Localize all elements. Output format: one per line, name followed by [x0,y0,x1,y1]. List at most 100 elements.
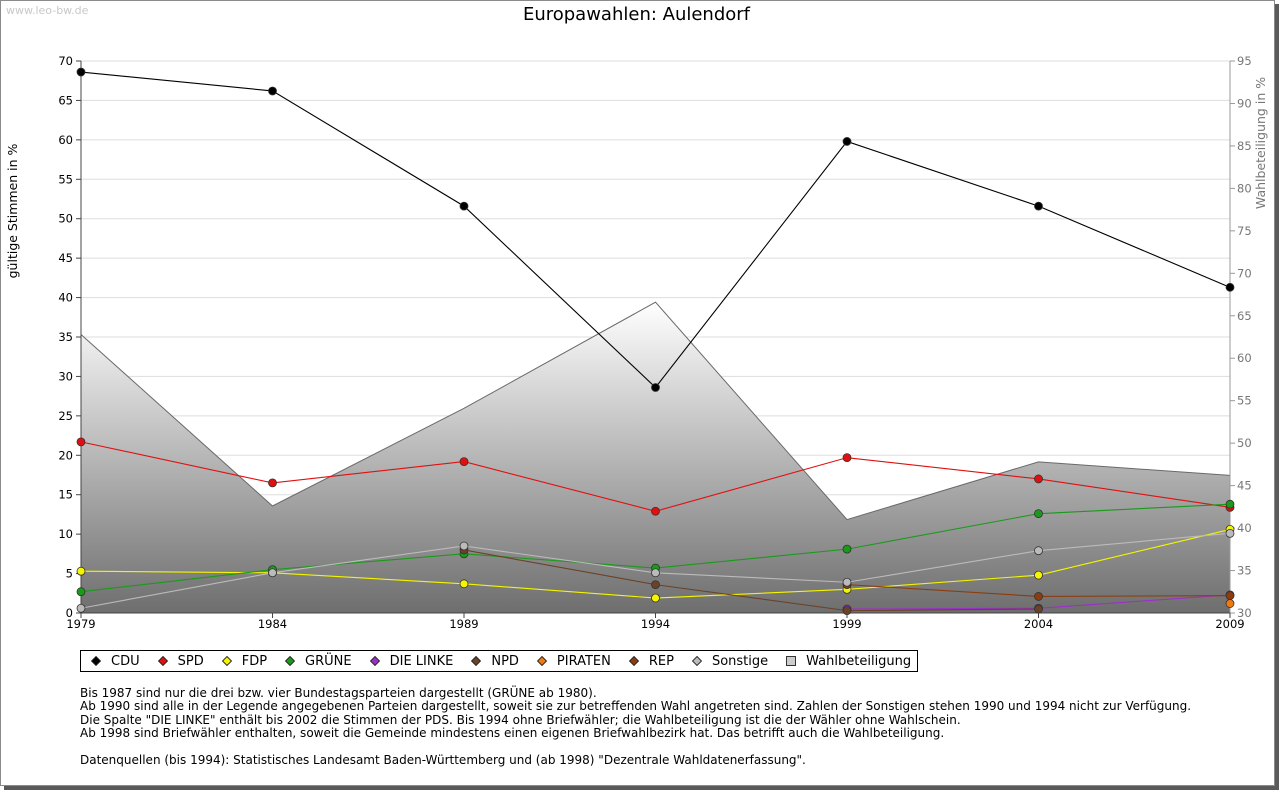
turnout-area-layer [80,301,1231,613]
legend-label: Sonstige [711,653,769,669]
chart-title: Europawahlen: Aulendorf [522,4,751,25]
tick-label-x-1994: 1994 [641,617,670,631]
point-sonstige-1999 [842,577,852,587]
legend-diamond-icon [536,656,547,666]
point-sonstige-1989 [459,541,469,551]
legend-item-spd[interactable]: SPD [154,654,204,669]
tick-label-y-50: 50 [58,212,73,226]
legend-diamond-shape [536,656,547,666]
data-source: Datenquellen (bis 1994): Statistisches L… [80,753,806,767]
point-sonstige-1994 [651,568,660,578]
tick-label-y-25: 25 [58,409,73,423]
point-fdp-2004 [1034,570,1043,580]
legend-item-npd[interactable]: NPD [467,654,519,669]
tick-label-y-10: 10 [58,527,73,541]
legend: CDU SPD FDP GRÜNE DIE LINKE NPD PIRATEN REP Sons… [80,650,919,672]
tick-label-y-65: 65 [58,93,73,107]
watermark: www.leo-bw.de [6,4,89,17]
legend-diamond-shape [471,656,482,666]
legend-item-fdp[interactable]: FDP [218,654,267,669]
tick-label-y2-60: 60 [1237,351,1252,365]
tick-label-x-2009: 2009 [1215,617,1244,631]
legend-diamond-icon [369,656,380,666]
legend-diamond-shape [157,656,168,666]
point-spd-2004 [1034,474,1043,484]
tick-label-x-1989: 1989 [449,617,478,631]
point-sonstige-1984 [268,568,277,578]
legend-item-piraten[interactable]: PIRATEN [533,654,611,669]
notes: Bis 1987 sind nur die drei bzw. vier Bun… [80,686,1192,740]
legend-item-die-linke[interactable]: DIE LINKE [366,653,454,669]
legend-square-icon [786,656,797,666]
point-npd-2004 [1034,604,1043,614]
note-line-3: Die Spalte "DIE LINKE" enthält bis 2002 … [80,712,961,727]
point-grüne-2004 [1034,509,1043,519]
point-cdu-1979 [76,67,86,77]
tick-label-y-30: 30 [58,369,73,383]
tick-label-x-1999: 1999 [832,617,861,631]
point-rep-2004 [1034,592,1043,601]
legend-diamond-shape [691,656,702,666]
tick-label-y-45: 45 [58,251,73,265]
legend-diamond-shape [285,656,296,666]
point-cdu-2004 [1034,201,1043,211]
legend-diamond-icon [157,656,168,666]
legend-item-wahlbeteiligung[interactable]: Wahlbeteiligung [782,654,911,669]
point-spd-1994 [651,506,660,516]
legend-label: Wahlbeteiligung [806,653,912,669]
legend-diamond-shape [369,656,380,666]
tick-label-y-20: 20 [58,448,73,462]
legend-label: CDU [111,653,140,669]
tick-label-y2-40: 40 [1237,521,1252,535]
point-npd-1999 [842,606,852,616]
point-piraten-2009 [1225,599,1235,608]
legend-item-rep[interactable]: REP [625,654,674,669]
legend-diamond-icon [285,656,296,666]
point-spd-1999 [842,453,852,463]
tick-label-y-60: 60 [58,133,73,147]
legend-diamond-shape [91,656,101,666]
legend-label: SPD [177,653,204,669]
turnout-area [81,302,1230,613]
point-sonstige-2009 [1225,528,1235,538]
legend-item-cdu[interactable]: CDU [87,654,140,669]
point-spd-1979 [76,437,86,447]
point-grüne-1979 [76,587,86,597]
point-sonstige-1979 [76,603,86,613]
note-line-4: Ab 1998 sind Briefwähler enthalten, sowe… [80,725,945,740]
tick-label-y2-55: 55 [1237,394,1252,408]
note-line-2: Ab 1990 sind alle in der Legende angegeb… [80,699,1192,714]
tick-label-y2-70: 70 [1237,266,1252,280]
legend-diamond-icon [471,656,482,666]
tick-label-y2-35: 35 [1237,564,1252,578]
point-sonstige-2004 [1034,546,1043,556]
tick-label-y2-75: 75 [1237,224,1252,238]
point-cdu-2009 [1225,282,1235,292]
legend-diamond-icon [221,656,232,666]
tick-label-y-5: 5 [66,567,73,581]
legend-item-grüne[interactable]: GRÜNE [281,654,352,669]
tick-label-y-0: 0 [66,606,73,620]
tick-label-y2-80: 80 [1237,181,1252,195]
tick-label-y2-50: 50 [1237,436,1252,450]
tick-label-y-40: 40 [58,291,73,305]
legend-item-sonstige[interactable]: Sonstige [688,654,768,669]
point-rep-2009 [1225,591,1235,601]
tick-label-y-15: 15 [58,488,73,502]
legend-label: DIE LINKE [389,653,454,669]
turnout-area-outline [80,301,1231,521]
point-fdp-1994 [651,593,660,603]
legend-label: PIRATEN [556,653,611,669]
legend-label: GRÜNE [305,653,352,669]
legend-diamond-shape [628,656,639,666]
tick-label-y2-65: 65 [1237,309,1252,323]
point-cdu-1999 [842,137,852,146]
axis-labels: 0 5 10 15 20 25 30 35 40 45 50 55 60 65 70 30 35 40 45 50 55… [5,54,1268,631]
tick-label-y2-45: 45 [1237,479,1252,493]
y-axis-title: gültige Stimmen in % [5,143,20,278]
legend-square-shape [786,656,797,666]
tick-label-x-1984: 1984 [258,617,287,631]
legend-diamond-icon [91,656,101,666]
point-grüne-2009 [1225,499,1235,509]
tick-label-y2-85: 85 [1237,139,1252,153]
